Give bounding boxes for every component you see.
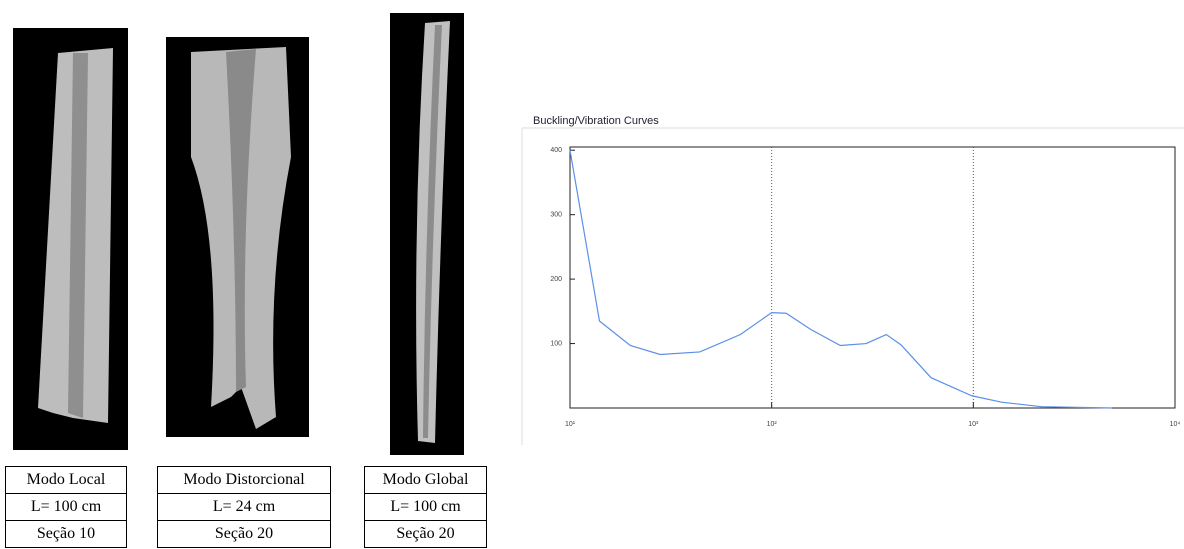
y-tick-label: 200 [550, 276, 562, 283]
curve [570, 150, 1112, 408]
x-tick-label: 10² [767, 421, 778, 428]
x-tick-label: 10³ [968, 421, 979, 428]
chart: Buckling/Vibration Curves 100 200 300 400 10… [0, 0, 1184, 549]
y-tick-label: 400 [550, 147, 562, 154]
chart-title: Buckling/Vibration Curves [533, 115, 659, 127]
y-tick-label: 300 [550, 212, 562, 219]
x-tick-label: 10⁴ [1170, 421, 1181, 428]
plot-frame [570, 147, 1175, 408]
page: {"panels": [ {"rows": ["Modo Local", "L=… [0, 0, 1184, 549]
y-tick-label: 100 [550, 340, 562, 347]
x-tick-label: 10¹ [565, 421, 576, 428]
